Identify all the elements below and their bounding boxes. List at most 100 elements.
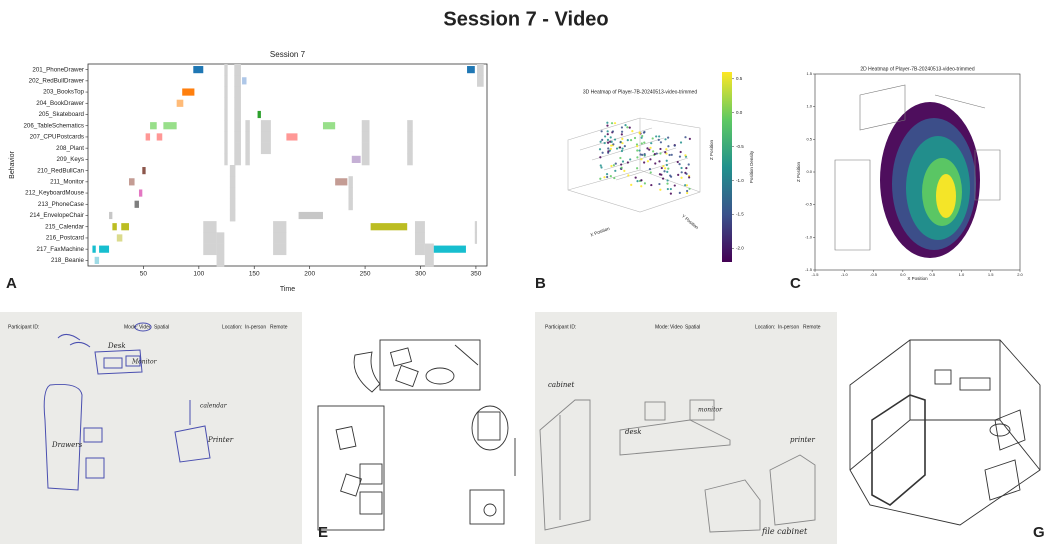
form-option: Remote bbox=[270, 324, 288, 330]
gray-interval bbox=[224, 108, 228, 121]
room-line bbox=[974, 149, 1001, 201]
scatter-point bbox=[661, 177, 665, 180]
scatter-point bbox=[636, 167, 639, 170]
scatter-point bbox=[667, 167, 670, 170]
form-label: Mode: bbox=[124, 324, 138, 330]
x-tick-label: 0.0 bbox=[900, 272, 906, 277]
scatter-point bbox=[664, 167, 667, 170]
scatter-point bbox=[687, 163, 690, 166]
colorbar-tick-label: -1.0 bbox=[736, 178, 744, 183]
scatter-point bbox=[640, 142, 643, 145]
x-tick-label: -1.5 bbox=[812, 272, 820, 277]
gray-interval bbox=[407, 120, 413, 132]
behavior-bar bbox=[99, 245, 110, 253]
gray-interval bbox=[273, 232, 287, 244]
gray-interval bbox=[414, 232, 425, 244]
axis-frame bbox=[567, 118, 701, 193]
scatter-point bbox=[659, 141, 663, 144]
gray-interval bbox=[474, 232, 478, 244]
row-label: 204_BookDrawer bbox=[36, 100, 84, 107]
scatter-point bbox=[630, 183, 633, 186]
scatter-point bbox=[614, 169, 617, 172]
behavior-bar bbox=[109, 211, 113, 220]
x-axis-label: X Position bbox=[590, 226, 611, 238]
handwritten-note: printer bbox=[790, 436, 816, 444]
gray-interval bbox=[414, 221, 425, 233]
scatter-point bbox=[620, 166, 623, 169]
scatter-point bbox=[668, 153, 671, 157]
scatter-point bbox=[603, 141, 606, 145]
gray-interval bbox=[348, 187, 353, 199]
sketch-g bbox=[849, 339, 1041, 526]
scatter-point bbox=[635, 143, 639, 146]
y-tick-label: 1.0 bbox=[806, 104, 812, 109]
scatter-point bbox=[610, 122, 614, 125]
gray-interval bbox=[216, 232, 225, 244]
gray-interval bbox=[224, 120, 228, 132]
scatter-point bbox=[620, 163, 623, 166]
scatter-point bbox=[640, 158, 643, 161]
gray-interval bbox=[260, 131, 271, 143]
scatter-point bbox=[621, 160, 625, 163]
gray-interval bbox=[224, 75, 228, 87]
scatter-point bbox=[658, 160, 661, 163]
gray-interval bbox=[260, 120, 271, 132]
x-tick-label: 250 bbox=[360, 271, 371, 278]
behavior-bar bbox=[351, 155, 361, 163]
scatter-point bbox=[679, 150, 682, 154]
form-label: Mode: bbox=[655, 324, 669, 330]
density-contours bbox=[880, 102, 980, 258]
colorbar-tick-label: 0.0 bbox=[736, 110, 743, 115]
scatter-point bbox=[638, 131, 641, 134]
scatter-point bbox=[636, 156, 639, 159]
gray-interval bbox=[216, 254, 225, 267]
form-option: In-person bbox=[778, 324, 799, 330]
scatter-point bbox=[666, 187, 669, 191]
colorbar-tick-label: 0.5 bbox=[736, 76, 743, 81]
scatter-point bbox=[686, 191, 689, 195]
gray-interval bbox=[234, 75, 241, 87]
scatter-point bbox=[648, 168, 652, 171]
gray-interval bbox=[229, 187, 236, 199]
scatter-point bbox=[680, 171, 683, 174]
handwritten-note: monitor bbox=[698, 407, 723, 414]
scatter-point bbox=[629, 139, 633, 142]
scatter-point bbox=[649, 146, 652, 149]
behavior-bar bbox=[156, 133, 163, 141]
gray-interval bbox=[361, 142, 370, 155]
behavior-bar bbox=[182, 88, 195, 96]
y-tick-label: 0.5 bbox=[806, 136, 812, 141]
scatter-point bbox=[642, 131, 646, 134]
gray-interval bbox=[477, 64, 484, 76]
scatter-point bbox=[619, 141, 622, 144]
gray-interval bbox=[203, 232, 217, 244]
drawing bbox=[539, 399, 816, 533]
sketch-d: Participant ID: Mode: Video Spatial Loca… bbox=[0, 312, 302, 544]
scatter-point bbox=[684, 154, 687, 157]
y-tick-label: 0.0 bbox=[806, 169, 812, 174]
y-tick-label: 1.5 bbox=[806, 71, 812, 76]
gray-interval bbox=[245, 131, 250, 143]
handwritten-note: cabinet bbox=[548, 381, 574, 389]
scatter-point bbox=[613, 138, 617, 141]
behavior-bar bbox=[322, 122, 336, 130]
scatter-point bbox=[684, 171, 687, 174]
gray-interval bbox=[234, 108, 241, 121]
scatter-point bbox=[680, 166, 683, 170]
room-line bbox=[859, 84, 906, 131]
scatter-point bbox=[624, 124, 627, 127]
behavior-bar bbox=[433, 245, 466, 253]
scatter-point bbox=[610, 164, 613, 168]
gray-interval bbox=[361, 131, 370, 143]
scatter-point bbox=[633, 136, 637, 140]
sketch-f: Participant ID: Mode: Video Spatial Loca… bbox=[535, 312, 837, 544]
scatter-point bbox=[599, 164, 602, 167]
scatter-point bbox=[643, 161, 646, 164]
scatter-point bbox=[658, 182, 661, 186]
scatter-point bbox=[600, 166, 603, 169]
panel-label: C bbox=[790, 275, 801, 292]
scatter-point bbox=[663, 170, 666, 173]
scatter-point bbox=[646, 147, 649, 150]
gray-interval bbox=[245, 153, 250, 166]
